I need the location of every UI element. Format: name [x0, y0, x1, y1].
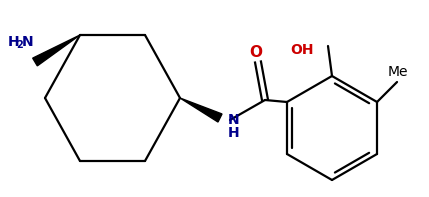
Text: 2: 2	[16, 40, 23, 50]
Text: OH: OH	[290, 43, 314, 57]
Text: Me: Me	[388, 65, 408, 79]
Text: H: H	[228, 126, 240, 140]
Polygon shape	[33, 35, 80, 66]
Text: N: N	[22, 35, 33, 49]
Text: O: O	[250, 45, 263, 59]
Text: N: N	[228, 113, 240, 127]
Polygon shape	[180, 98, 222, 122]
Text: H: H	[8, 35, 20, 49]
